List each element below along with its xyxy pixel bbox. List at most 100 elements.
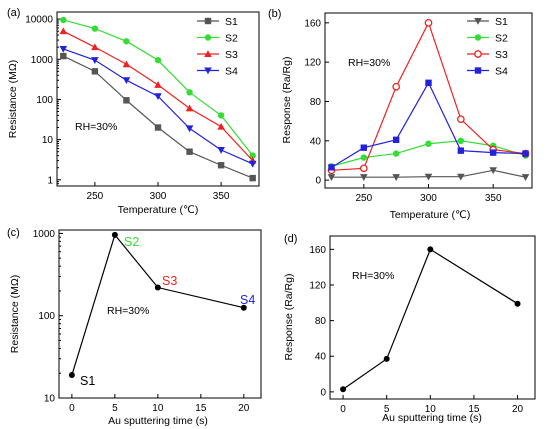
x-tick-label: 0 [69, 403, 75, 414]
data-point [360, 144, 368, 151]
y-tick-label: 40 [315, 352, 327, 363]
data-point [91, 25, 99, 32]
x-tick-label: 350 [485, 193, 502, 204]
data-point [68, 372, 75, 379]
series-s4 [328, 79, 529, 171]
data-point [424, 18, 433, 27]
data-point [123, 38, 130, 45]
data-point [392, 136, 400, 144]
point-label: S3 [162, 274, 177, 288]
data-point [248, 160, 257, 168]
data-point [521, 174, 530, 181]
y-axis-title: Resistance (MΩ) [7, 60, 19, 138]
series-s4 [59, 45, 257, 168]
data-point [425, 140, 432, 147]
legend-marker [474, 67, 482, 74]
y-axis: 0 40 80 120 160 [304, 18, 329, 187]
y-axis-title: Response (Ra/Rg) [281, 57, 293, 144]
data-point [489, 149, 497, 156]
x-axis-title: Au sputtering time (s) [108, 415, 208, 427]
legend-marker [204, 67, 212, 75]
legend-label: S4 [225, 66, 238, 78]
y-axis: 1 10 100 1000 10000 [25, 15, 61, 187]
data-point [328, 164, 335, 171]
data-point [60, 16, 67, 24]
data-point [217, 112, 225, 119]
x-tick-label: 10 [152, 403, 164, 414]
data-point [327, 174, 336, 181]
y-tick-label: 40 [310, 136, 322, 147]
data-point [427, 246, 434, 253]
x-tick-label: 250 [87, 191, 104, 202]
x-axis-title: Temperature (℃) [390, 209, 471, 221]
data-point [186, 89, 193, 96]
panel-b: (b) 250 300 350 0 40 80 120 160 Temperature (℃) Re… [268, 8, 533, 221]
legend-marker [474, 18, 482, 25]
legend-label: S1 [225, 16, 238, 28]
legend-marker [474, 34, 482, 41]
panel-label: (c) [7, 227, 20, 239]
data-point [59, 45, 68, 53]
annotation: RH=30% [75, 121, 117, 133]
x-tick-label: 20 [512, 404, 524, 415]
data-point [186, 148, 193, 155]
y-axis: 10 100 1000 [33, 229, 63, 405]
data-point [91, 43, 99, 51]
series-main [68, 231, 247, 379]
data-point [522, 150, 529, 157]
data-point [185, 125, 194, 133]
legend-marker [204, 50, 212, 57]
legend: S1 S2 S3 S4 [467, 16, 508, 78]
y-axis: 0 40 80 120 160 [309, 245, 334, 398]
x-axis: 250 300 350 [87, 182, 230, 202]
data-point [217, 122, 225, 130]
y-tick-label: 80 [315, 316, 327, 327]
annotation: RH=30% [107, 305, 149, 317]
x-tick-label: 300 [150, 191, 167, 202]
y-tick-label: 1 [47, 175, 53, 186]
data-point [111, 231, 118, 238]
data-point [154, 124, 162, 131]
data-point [154, 56, 162, 64]
x-axis: 0 5 10 15 20 [340, 395, 524, 415]
annotation: RH=30% [352, 270, 394, 282]
x-tick-label: 300 [420, 193, 437, 204]
x-tick-label: 350 [213, 191, 230, 202]
panel-label: (b) [268, 8, 281, 20]
data-point [359, 164, 368, 173]
data-point [489, 167, 497, 175]
x-tick-label: 15 [468, 404, 480, 415]
data-point [91, 57, 99, 64]
data-point [424, 173, 433, 181]
panel-label: (a) [7, 7, 20, 19]
y-tick-label: 120 [309, 280, 326, 291]
data-point [122, 77, 131, 85]
data-point [457, 137, 465, 145]
y-tick-label: 80 [310, 97, 322, 108]
data-point [154, 93, 162, 101]
legend-label: S2 [225, 33, 238, 45]
x-tick-label: 10 [425, 404, 437, 415]
legend-label: S2 [495, 33, 508, 45]
data-point [59, 27, 68, 35]
data-point [154, 284, 161, 291]
x-axis: 0 5 10 15 20 [69, 394, 250, 414]
data-point [456, 115, 465, 124]
series-s1 [60, 52, 256, 182]
data-point [185, 104, 194, 112]
legend-label: S3 [495, 49, 508, 61]
y-tick-label: 10 [44, 394, 56, 405]
data-point [514, 300, 521, 307]
x-tick-label: 250 [355, 193, 372, 204]
data-point [457, 173, 465, 181]
x-tick-label: 0 [340, 404, 346, 415]
data-point [154, 81, 162, 88]
y-tick-label: 0 [315, 176, 321, 187]
legend: S1 S2 S3 S4 [197, 16, 238, 78]
data-point [91, 68, 99, 75]
data-point [392, 150, 400, 157]
data-point [249, 152, 256, 159]
y-tick-label: 160 [304, 18, 321, 29]
y-tick-label: 100 [36, 95, 53, 106]
